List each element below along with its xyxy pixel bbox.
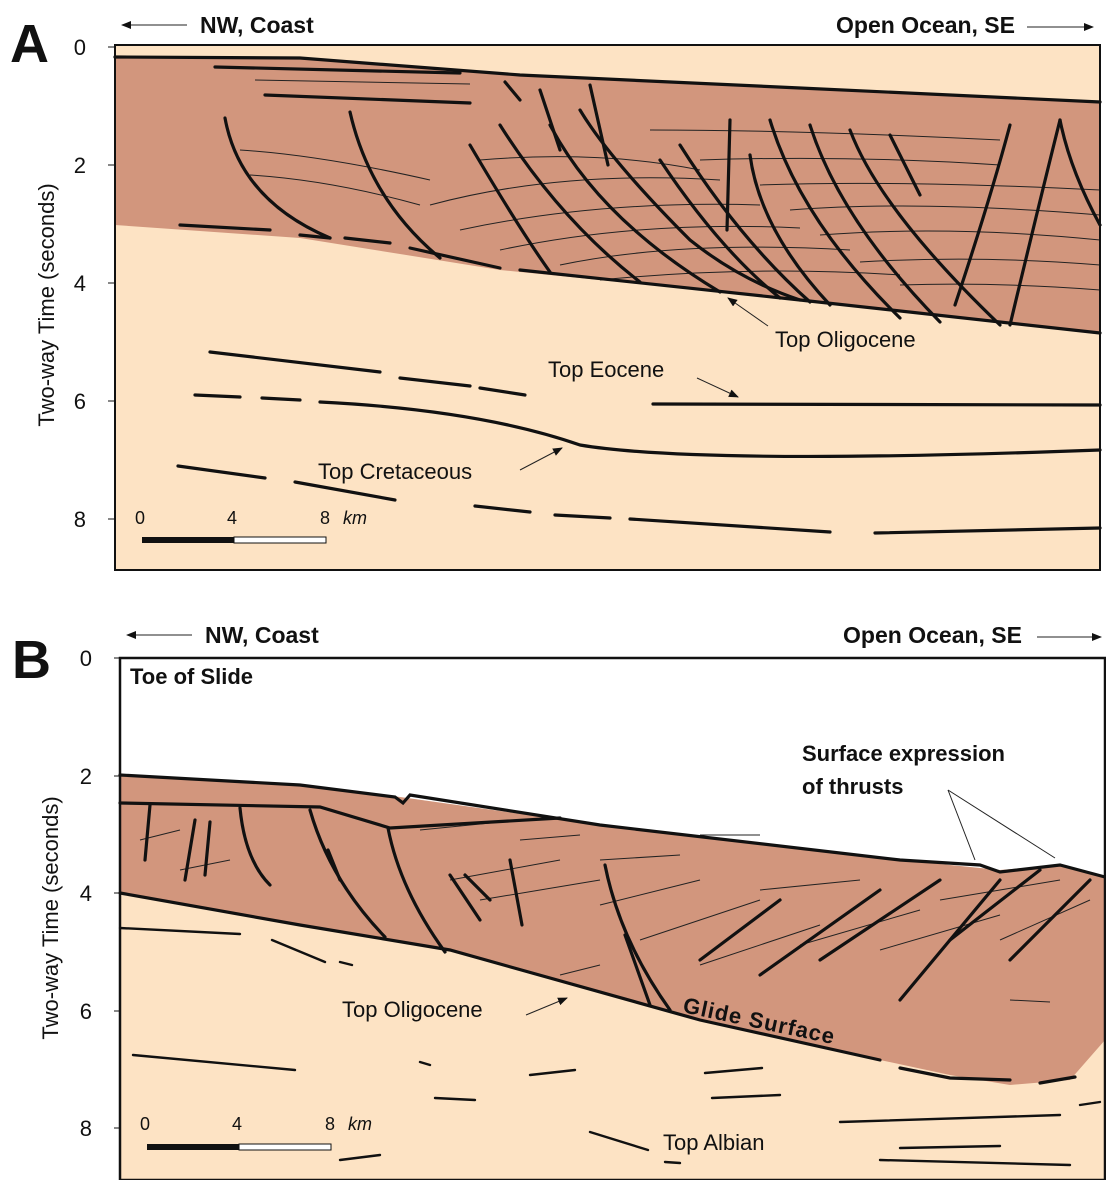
scale-unit: km [343,508,367,528]
scale-label: 0 [135,508,145,528]
horizon-or-fault [195,395,240,397]
y-ticks [108,47,115,519]
shape [239,1144,331,1150]
panel-a: A NW, Coast Open Ocean, SE Two-way Time … [10,12,1100,570]
annotation: Top Cretaceous [318,459,472,484]
scale-label: 4 [232,1114,242,1134]
right-direction: Open Ocean, SE [836,12,1015,38]
y-tick-label: 6 [74,389,86,414]
left-direction: NW, Coast [200,12,314,38]
horizon-or-fault [665,1162,680,1163]
y-tick-label: 0 [74,35,86,60]
scale-label: 0 [140,1114,150,1134]
y-tick-label: 0 [80,646,92,671]
horizon-or-fault [262,398,300,400]
annotation: Top Eocene [548,357,664,382]
scale-label: 8 [325,1114,335,1134]
panel-b: B NW, Coast Open Ocean, SE Two-way Time … [12,622,1105,1180]
annotation: Surface expression [802,741,1005,766]
y-tick-label: 8 [74,507,86,532]
left-direction: NW, Coast [205,622,319,648]
y-tick-label: 2 [80,764,92,789]
annotation: Top Oligocene [342,997,483,1022]
axis-label: Two-way Time (seconds) [38,796,63,1039]
axis-label: Two-way Time (seconds) [34,183,59,426]
figure: A NW, Coast Open Ocean, SE Two-way Time … [0,0,1106,1180]
panel-letter: A [10,14,49,74]
y-tick-label: 6 [80,999,92,1024]
panel-letter: B [12,630,51,690]
y-tick-label: 2 [74,153,86,178]
annotation: Toe of Slide [130,664,253,689]
annotation: of thrusts [802,774,903,799]
annotation: Top Oligocene [775,327,916,352]
group: 0 2 4 6 8 [80,646,92,1141]
shape [142,537,234,543]
horizon-or-fault [653,404,1100,405]
group: 0 2 4 6 8 [74,35,86,532]
y-tick-label: 8 [80,1116,92,1141]
scale-label: 8 [320,508,330,528]
annotation: Top Albian [663,1130,765,1155]
y-tick-label: 4 [74,271,86,296]
shape [234,537,326,543]
scale-unit: km [348,1114,372,1134]
scale-label: 4 [227,508,237,528]
shape [147,1144,239,1150]
y-tick-label: 4 [80,881,92,906]
right-direction: Open Ocean, SE [843,622,1022,648]
